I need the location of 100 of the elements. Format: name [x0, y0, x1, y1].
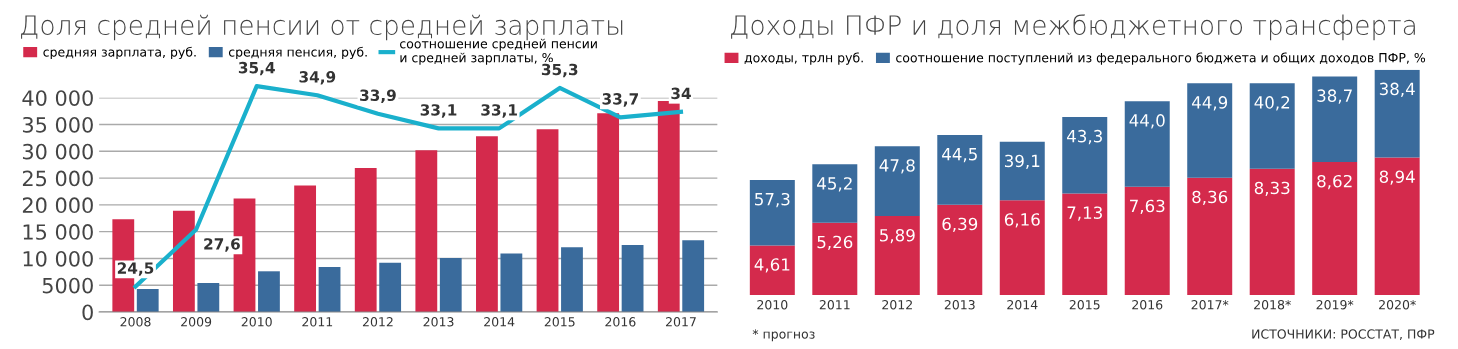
bar: [812, 222, 858, 295]
bar: [1124, 101, 1170, 187]
y-tick-label: 25 000: [22, 170, 93, 187]
bar: [682, 240, 705, 313]
annotation: 38,4: [1379, 82, 1415, 97]
bar: [500, 253, 523, 313]
y-tick-label: 10 000: [23, 250, 93, 267]
bar: [874, 216, 920, 295]
x-tick-label: 2017*: [1191, 299, 1229, 310]
bar: [318, 267, 341, 313]
bar: [415, 150, 438, 313]
data-label: 33,1: [420, 104, 457, 118]
x-tick-label: 2013: [944, 299, 975, 310]
y-tick-label: 35 000: [22, 116, 93, 133]
bar: [439, 257, 462, 313]
bar: [749, 245, 795, 295]
bar: [258, 271, 280, 313]
x-tick-label: 2008: [120, 317, 151, 327]
annotation: 6,16: [1004, 213, 1040, 228]
bar: [937, 204, 983, 295]
annotation: 44,9: [1191, 96, 1228, 111]
annotation: 45,2: [817, 177, 852, 192]
data-label: 34,9: [299, 71, 336, 85]
x-tick-label: 2011: [302, 317, 333, 327]
y-tick-label: 20 000: [22, 197, 93, 214]
bar: [621, 245, 644, 313]
bar: [812, 164, 858, 223]
x-tick-label: 2014: [484, 317, 515, 327]
bar: [294, 185, 317, 313]
x-tick-label: 2020*: [1379, 299, 1416, 310]
x-tick-label: 2014: [1007, 299, 1038, 310]
x-tick-label: 2013: [423, 317, 454, 327]
y-tick-label: 15 000: [23, 224, 93, 240]
data-label: 35,4: [238, 61, 275, 76]
data-label: 35,3: [541, 63, 578, 78]
bar: [1187, 83, 1233, 178]
x-tick-label: 2017: [665, 317, 696, 327]
x-tick-label: 2015: [544, 317, 575, 327]
bar: [999, 141, 1045, 201]
bar: [1312, 76, 1358, 163]
x-tick-label: 2018*: [1254, 299, 1291, 310]
legend-label: соотношение поступлений из федерального бюджета и общих доходов ПФР, %: [896, 52, 1426, 65]
x-tick-label: 2010: [757, 299, 788, 310]
bar: [476, 136, 498, 313]
bar: [937, 135, 983, 205]
annotation: 8,62: [1317, 174, 1352, 190]
x-tick-label: 2019*: [1316, 299, 1354, 310]
bar: [1374, 69, 1420, 158]
annotation: 6,39: [942, 217, 978, 232]
x-tick-label: 2009: [181, 317, 212, 327]
x-tick-label: 2011: [819, 299, 850, 310]
bar: [1187, 177, 1233, 295]
legend-label: средняя зарплата, руб.: [43, 46, 196, 60]
bar: [354, 167, 377, 313]
bar: [1062, 193, 1108, 295]
x-tick-label: 2016: [605, 317, 636, 327]
bar: [999, 200, 1045, 295]
y-tick-label: 5000: [42, 277, 93, 294]
data-label: 24,5: [117, 262, 154, 276]
annotation: 7,13: [1067, 206, 1102, 221]
annotation: 44,5: [942, 148, 977, 163]
data-label: 33,1: [481, 104, 517, 118]
annotation: 5,89: [880, 228, 915, 244]
data-label: 27,6: [204, 238, 240, 252]
legend-label: средняя пенсия, руб.: [228, 46, 367, 60]
x-tick-label: 2012: [362, 317, 393, 327]
annotation: 57,3: [755, 192, 790, 208]
data-label: 33,7: [602, 93, 638, 107]
chart-title: Доходы ПФР и доля межбюджетного трансферта: [731, 14, 1415, 41]
bar: [1124, 186, 1170, 295]
bar: [1374, 157, 1420, 295]
data-label: 34: [671, 87, 691, 100]
annotation: 5,26: [817, 235, 853, 250]
annotation: 8,33: [1254, 181, 1290, 196]
y-tick-label: 30 000: [22, 143, 93, 160]
x-tick-label: 2012: [882, 299, 912, 310]
annotation: 4,61: [754, 258, 790, 273]
x-tick-label: 2016: [1132, 299, 1163, 310]
bar: [1249, 168, 1295, 295]
y-tick-label: 0: [82, 304, 93, 321]
annotation: 7,63: [1130, 199, 1165, 214]
bar: [874, 146, 920, 217]
bar: [136, 288, 159, 313]
annotation: 47,8: [879, 159, 915, 174]
annotation: 8,36: [1192, 190, 1228, 205]
annotation: 38,7: [1317, 89, 1352, 104]
bar: [379, 262, 402, 313]
annotation: 8,94: [1379, 170, 1415, 185]
text: ИСТОЧНИКИ: РОССТАТ, ПФР: [1252, 329, 1435, 340]
bar: [197, 283, 220, 313]
bar: [749, 180, 795, 246]
annotation: 43,3: [1067, 129, 1102, 145]
annotation: 40,2: [1254, 96, 1290, 111]
bar: [172, 210, 195, 313]
legend-label: доходы, трлн руб.: [744, 52, 863, 65]
bar: [1312, 162, 1358, 295]
bar: [536, 129, 559, 313]
annotation: 39,1: [1004, 154, 1040, 169]
x-tick-label: 2015: [1069, 299, 1100, 310]
bar: [597, 113, 620, 313]
